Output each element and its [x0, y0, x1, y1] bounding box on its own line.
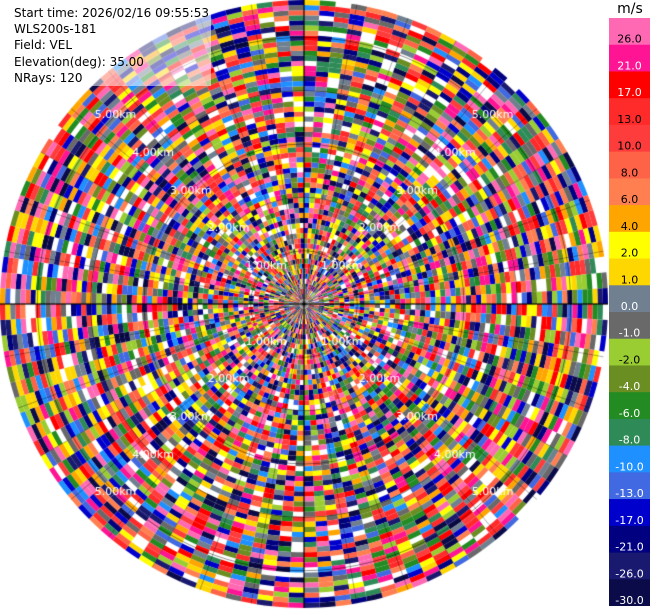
colorbar-unit-label: m/s — [617, 1, 643, 17]
colorbar-segment — [609, 98, 650, 126]
colorbar-tick-label: -6.0 — [619, 407, 640, 420]
colorbar-tick-label: -30.0 — [615, 594, 643, 606]
colorbar-segment — [609, 338, 650, 366]
colorbar-segment — [609, 258, 650, 286]
colorbar-segment — [609, 525, 650, 554]
colorbar-segment — [609, 124, 650, 153]
colorbar-tick-label: 13.0 — [617, 113, 642, 126]
colorbar-tick-label: -4.0 — [619, 380, 640, 393]
colorbar-segment — [609, 499, 650, 527]
scan-info-box: Start time: 2026/02/16 09:55:53 WLS200s-… — [12, 5, 211, 87]
colorbar-segment — [609, 151, 650, 179]
ppi-velocity-plot — [0, 0, 610, 610]
colorbar-tick-label: -26.0 — [615, 567, 643, 580]
colorbar-tick-label: -8.0 — [619, 434, 640, 447]
field-label: Field: VEL — [14, 38, 73, 53]
colorbar-tick-label: 6.0 — [621, 193, 639, 206]
colorbar-segment — [609, 44, 650, 72]
colorbar-segment — [609, 392, 650, 420]
colorbar-tick-label: -10.0 — [615, 460, 643, 473]
colorbar-segment — [609, 205, 650, 233]
nrays-label: NRays: 120 — [14, 70, 83, 85]
colorbar-segment — [609, 552, 650, 580]
colorbar-tick-label: 0.0 — [621, 300, 639, 313]
colorbar-tick-label: -1.0 — [619, 327, 640, 340]
colorbar-segment — [609, 579, 650, 606]
colorbar-segment — [609, 418, 650, 447]
colorbar-tick-label: -21.0 — [615, 541, 643, 554]
colorbar-segment — [609, 71, 650, 99]
colorbar-segment — [609, 178, 650, 206]
colorbar-segment — [609, 365, 650, 393]
colorbar-segment — [609, 231, 650, 260]
colorbar-tick-label: 1.0 — [621, 273, 639, 286]
colorbar-tick-label: 21.0 — [617, 59, 642, 72]
colorbar-tick-label: 2.0 — [621, 247, 639, 260]
colorbar-tick-label: -17.0 — [615, 514, 643, 527]
elevation-label: Elevation(deg): 35.00 — [14, 54, 144, 69]
start-time-label: Start time: 2026/02/16 09:55:53 — [14, 6, 209, 20]
colorbar-tick-label: 17.0 — [617, 86, 642, 99]
colorbar-segment — [609, 312, 650, 340]
colorbar-segment — [609, 445, 650, 473]
colorbar-tick-label: 4.0 — [621, 220, 639, 233]
colorbar-tick-label: 26.0 — [617, 33, 642, 46]
colorbar-tick-label: 10.0 — [617, 140, 642, 153]
colorbar-segment — [609, 18, 650, 46]
colorbar-tick-label: -2.0 — [619, 353, 640, 366]
colorbar: 26.0 21.0 17.0 13.0 10.0 8.0 6.0 4.0 2.0 1.0 0.0 -1… — [609, 18, 650, 606]
colorbar-tick-label: 8.0 — [621, 166, 639, 179]
colorbar-segment — [609, 285, 650, 313]
instrument-label: WLS200s-181 — [14, 22, 97, 37]
colorbar-segment — [609, 472, 650, 500]
colorbar-tick-label: -13.0 — [615, 487, 643, 500]
